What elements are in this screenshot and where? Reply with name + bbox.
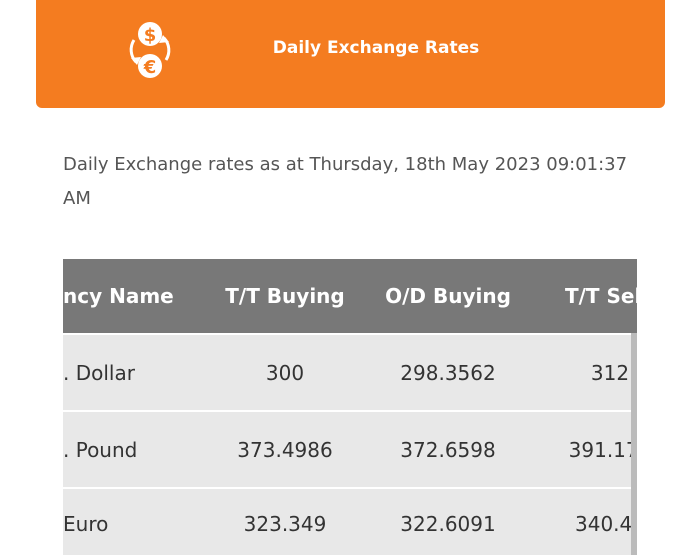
header-bar: $ € Daily Exchange Rates [36, 0, 665, 108]
exchange-icon: $ € [129, 22, 171, 78]
table-cell: 312 [590, 360, 630, 385]
table-row: Euro 323.349 322.6091 340.44 [63, 489, 637, 555]
table-cell: . Pound [63, 437, 138, 462]
rates-table: ncy Name T/T Buying O/D Buying T/T Selli . D… [63, 259, 637, 555]
table-row: . Pound 373.4986 372.6598 391.171 [63, 412, 637, 487]
column-header: T/T Selli [564, 284, 637, 308]
table-cell: 300 [265, 360, 305, 385]
table-cell: 373.4986 [237, 437, 333, 462]
table-cell: Euro [63, 512, 109, 536]
scrollbar [631, 333, 637, 555]
svg-text:€: € [143, 57, 157, 78]
table-cell: 372.6598 [400, 437, 496, 462]
table-cell: 323.349 [243, 512, 327, 536]
header-row: ncy Name T/T Buying O/D Buying T/T Selli [63, 259, 637, 333]
header-title: Daily Exchange Rates [272, 38, 480, 58]
column-header: ncy Name [63, 284, 174, 308]
table-cell: 340.44 [575, 512, 637, 536]
intro-text: Daily Exchange rates as at Thursday, 18t… [63, 154, 628, 209]
table-cell: 298.3562 [400, 360, 496, 385]
svg-text:$: $ [144, 25, 157, 46]
column-header: T/T Buying [225, 284, 345, 308]
table-cell: 391.171 [568, 437, 637, 462]
table-cell: 322.6091 [400, 512, 496, 536]
column-header: O/D Buying [385, 284, 511, 308]
table-cell: . Dollar [63, 360, 135, 385]
table-row: . Dollar 300 298.3562 312 [63, 335, 637, 410]
